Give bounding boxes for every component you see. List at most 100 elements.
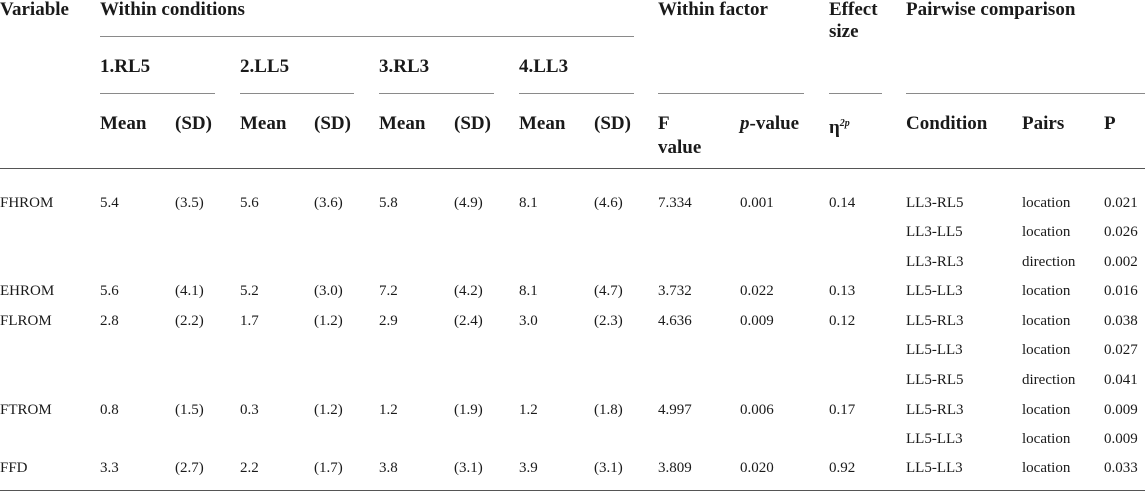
cell-ll3-mean: 8.1 xyxy=(519,195,538,211)
cell-ll3-sd: (4.7) xyxy=(594,283,623,299)
cell-rl5-sd: (3.5) xyxy=(175,195,204,211)
cell-rl5-sd: (1.5) xyxy=(175,402,204,418)
cell-ll3-sd: (1.8) xyxy=(594,402,623,418)
cell-eta: 0.13 xyxy=(829,283,856,299)
header-condition-ll5: 2.LL5 xyxy=(240,56,290,77)
rule-header-bottom xyxy=(0,168,1145,169)
header-condition-rl3: 3.RL3 xyxy=(379,56,430,77)
cell-comparison-p: 0.033 xyxy=(1104,460,1138,476)
header-variable: Variable xyxy=(0,0,69,20)
cell-comparison-p: 0.038 xyxy=(1104,313,1138,329)
cell-p-value: 0.006 xyxy=(740,402,774,418)
cell-p-value: 0.020 xyxy=(740,460,774,476)
cell-comparison-pair: location xyxy=(1022,224,1071,240)
cell-rl5-sd: (2.2) xyxy=(175,313,204,329)
cell-comparison-condition: LL5-LL3 xyxy=(906,460,963,476)
cell-rl5-mean: 5.4 xyxy=(100,195,119,211)
header-mean-ll3: Mean xyxy=(519,113,566,134)
cell-comparison-condition: LL5-RL3 xyxy=(906,402,964,418)
cell-variable: FHROM xyxy=(0,195,54,211)
cell-variable: FTROM xyxy=(0,402,52,418)
cell-comparison-p: 0.021 xyxy=(1104,195,1138,211)
cell-comparison-p: 0.026 xyxy=(1104,224,1138,240)
rule-table-bottom xyxy=(0,490,1145,491)
rule-rl3 xyxy=(379,93,494,94)
cell-rl5-mean: 5.6 xyxy=(100,283,119,299)
cell-ll5-mean: 0.3 xyxy=(240,402,259,418)
cell-comparison-pair: location xyxy=(1022,342,1071,358)
rule-ll3 xyxy=(519,93,634,94)
cell-ll3-mean: 1.2 xyxy=(519,402,538,418)
header-within-factor: Within factor xyxy=(658,0,768,20)
cell-comparison-condition: LL3-RL5 xyxy=(906,195,964,211)
cell-rl3-mean: 7.2 xyxy=(379,283,398,299)
cell-ll3-sd: (4.6) xyxy=(594,195,623,211)
cell-comparison-pair: location xyxy=(1022,283,1071,299)
cell-ll5-sd: (1.2) xyxy=(314,313,343,329)
header-sd-ll3: (SD) xyxy=(594,113,631,134)
rule-pairwise xyxy=(906,93,1145,94)
cell-ll5-mean: 2.2 xyxy=(240,460,259,476)
header-condition: Condition xyxy=(906,113,988,134)
cell-eta: 0.14 xyxy=(829,195,856,211)
header-sd-rl5: (SD) xyxy=(175,113,212,134)
header-sd-rl3: (SD) xyxy=(454,113,491,134)
cell-comparison-condition: LL5-LL3 xyxy=(906,431,963,447)
cell-variable: FLROM xyxy=(0,313,52,329)
cell-rl3-mean: 1.2 xyxy=(379,402,398,418)
header-eta-squared: η2p xyxy=(829,117,850,138)
header-f-value: value xyxy=(658,137,702,158)
cell-ll5-mean: 5.2 xyxy=(240,283,259,299)
cell-comparison-condition: LL5-LL3 xyxy=(906,283,963,299)
header-mean-ll5: Mean xyxy=(240,113,287,134)
header-size: size xyxy=(829,21,859,42)
cell-ll5-sd: (3.0) xyxy=(314,283,343,299)
cell-rl3-mean: 5.8 xyxy=(379,195,398,211)
header-pairs: Pairs xyxy=(1022,113,1065,134)
cell-f-value: 4.997 xyxy=(658,402,692,418)
cell-rl3-mean: 2.9 xyxy=(379,313,398,329)
cell-f-value: 3.732 xyxy=(658,283,692,299)
cell-ll3-mean: 3.9 xyxy=(519,460,538,476)
cell-p-value: 0.022 xyxy=(740,283,774,299)
cell-comparison-pair: location xyxy=(1022,460,1071,476)
rule-within-conditions xyxy=(100,36,634,37)
cell-rl3-sd: (4.2) xyxy=(454,283,483,299)
header-mean-rl5: Mean xyxy=(100,113,147,134)
rule-effect-size xyxy=(829,93,882,94)
cell-f-value: 4.636 xyxy=(658,313,692,329)
cell-variable: FFD xyxy=(0,460,28,476)
header-effect: Effect xyxy=(829,0,878,20)
header-f: F xyxy=(658,113,670,134)
header-p-value: p-value xyxy=(740,113,800,134)
cell-ll5-sd: (1.7) xyxy=(314,460,343,476)
cell-comparison-pair: direction xyxy=(1022,254,1076,270)
cell-ll3-mean: 8.1 xyxy=(519,283,538,299)
header-pairwise-comparison: Pairwise comparison xyxy=(906,0,1076,20)
cell-ll5-sd: (1.2) xyxy=(314,402,343,418)
cell-ll3-sd: (3.1) xyxy=(594,460,623,476)
cell-variable: EHROM xyxy=(0,283,55,299)
cell-comparison-pair: direction xyxy=(1022,372,1076,388)
cell-rl3-sd: (1.9) xyxy=(454,402,483,418)
cell-comparison-p: 0.009 xyxy=(1104,402,1138,418)
cell-eta: 0.92 xyxy=(829,460,856,476)
cell-rl3-sd: (4.9) xyxy=(454,195,483,211)
cell-ll3-sd: (2.3) xyxy=(594,313,623,329)
cell-rl3-mean: 3.8 xyxy=(379,460,398,476)
cell-comparison-pair: location xyxy=(1022,313,1071,329)
header-p: P xyxy=(1104,113,1116,134)
cell-ll5-sd: (3.6) xyxy=(314,195,343,211)
header-mean-rl3: Mean xyxy=(379,113,426,134)
cell-comparison-pair: location xyxy=(1022,431,1071,447)
cell-rl3-sd: (2.4) xyxy=(454,313,483,329)
cell-ll3-mean: 3.0 xyxy=(519,313,538,329)
cell-comparison-p: 0.041 xyxy=(1104,372,1138,388)
header-sd-ll5: (SD) xyxy=(314,113,351,134)
header-condition-ll3: 4.LL3 xyxy=(519,56,569,77)
cell-f-value: 7.334 xyxy=(658,195,692,211)
cell-eta: 0.17 xyxy=(829,402,856,418)
cell-p-value: 0.001 xyxy=(740,195,774,211)
cell-comparison-condition: LL5-RL5 xyxy=(906,372,964,388)
cell-comparison-p: 0.016 xyxy=(1104,283,1138,299)
